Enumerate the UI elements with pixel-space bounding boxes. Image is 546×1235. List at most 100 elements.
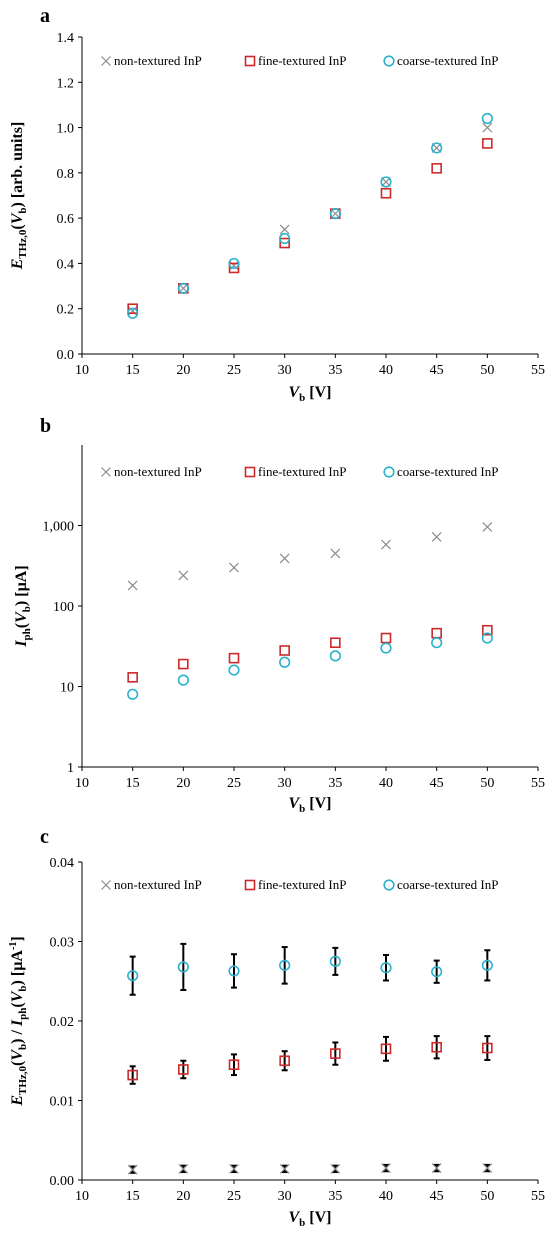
data-point: [279, 656, 291, 668]
x-tick-label: 25: [227, 363, 241, 378]
legend-item: fine-textured InP: [244, 464, 346, 479]
data-point: [229, 1163, 239, 1174]
y-tick-label: 1: [67, 761, 74, 776]
x-tick-label: 10: [75, 1189, 89, 1204]
y-tick-label: 0.6: [57, 212, 75, 227]
data-point: [127, 303, 138, 315]
data-point: [431, 1163, 442, 1173]
data-point: [380, 187, 392, 199]
data-point: [279, 224, 290, 235]
legend-marker: [101, 467, 111, 477]
legend-marker: [244, 466, 256, 478]
y-axis-title: ETHz,0(Vb) [arb. units]: [9, 122, 29, 271]
x-tick-label: 50: [480, 776, 494, 791]
x-tick-label: 55: [531, 363, 545, 378]
data-point: [431, 142, 443, 154]
x-tick-label: 25: [227, 1189, 241, 1204]
panel-letter: c: [40, 826, 49, 848]
y-tick-label: 1,000: [43, 520, 75, 535]
data-point: [381, 539, 391, 550]
data-point: [279, 645, 290, 656]
x-tick-label: 30: [278, 776, 292, 791]
data-point: [279, 1163, 290, 1174]
x-tick-label: 45: [430, 1189, 444, 1204]
data-point: [127, 307, 139, 319]
data-point: [279, 553, 290, 564]
legend-item: fine-textured InP: [244, 877, 346, 892]
x-tick-label: 20: [176, 776, 190, 791]
x-tick-label: 25: [227, 776, 241, 791]
data-point: [178, 1064, 189, 1075]
y-tick-label: 10: [60, 681, 74, 696]
x-axis-title: Vb [V]: [288, 384, 331, 404]
data-point: [482, 1042, 493, 1054]
data-point: [330, 1163, 341, 1174]
data-point: [329, 650, 341, 662]
data-point: [380, 632, 392, 644]
legend-item: non-textured InP: [101, 464, 202, 479]
x-tick-label: 45: [430, 363, 444, 378]
data-point: [431, 532, 442, 542]
data-point: [127, 688, 139, 700]
data-point: [329, 955, 341, 967]
y-tick-label: 1.0: [57, 122, 75, 137]
data-point: [431, 637, 443, 649]
x-tick-label: 55: [531, 776, 545, 791]
data-point: [481, 959, 493, 971]
data-point: [279, 232, 291, 245]
chart-panel-a: a 10 15 20 25 30 35 40 45 50 55 0.0 0.2 0.4 0.6 0.8 1.0 1…: [9, 5, 545, 404]
x-tick-label: 10: [75, 363, 89, 378]
x-tick-label: 30: [278, 1189, 292, 1204]
y-tick-label: 0.02: [50, 1015, 75, 1030]
x-tick-label: 15: [126, 1189, 140, 1204]
x-tick-label: 50: [480, 1189, 494, 1204]
y-tick-label: 0.01: [50, 1095, 75, 1110]
legend-label: coarse-textured InP: [397, 53, 498, 68]
data-point: [127, 1069, 138, 1081]
data-point: [228, 1059, 240, 1071]
series-circle: [127, 112, 493, 319]
data-point: [178, 1163, 189, 1174]
data-point: [178, 658, 189, 670]
data-point: [127, 970, 139, 982]
chart-panel-c: c 10 15 20 25 30 35 40 45 50 55 0.00 0.01 0.02 0.03 0.0…: [8, 826, 545, 1229]
data-point: [279, 1055, 290, 1067]
data-point: [228, 652, 240, 664]
legend-marker: [383, 466, 395, 478]
legend-item: coarse-textured InP: [383, 464, 498, 479]
data-point: [431, 1041, 442, 1053]
legend-label: coarse-textured InP: [397, 877, 498, 892]
data-point: [481, 112, 493, 125]
data-point: [482, 522, 493, 532]
data-point: [380, 1043, 392, 1055]
x-tick-label: 15: [126, 363, 140, 378]
series-x: [127, 1163, 493, 1175]
y-tick-label: 0.0: [57, 348, 75, 363]
legend-item: coarse-textured InP: [383, 877, 498, 892]
data-point: [177, 674, 189, 686]
y-tick-label: 100: [53, 600, 74, 615]
legend-marker: [244, 879, 256, 891]
x-tick-label: 50: [480, 363, 494, 378]
data-point: [431, 627, 442, 639]
data-point: [229, 562, 239, 573]
data-point: [431, 163, 442, 174]
panel-letter: a: [40, 5, 50, 27]
y-tick-label: 0.4: [57, 257, 75, 272]
panel-letter: b: [40, 415, 51, 437]
y-tick-label: 0.04: [50, 856, 75, 871]
x-tick-label: 35: [328, 776, 342, 791]
y-tick-label: 0.00: [50, 1174, 75, 1189]
data-point: [279, 959, 291, 971]
data-point: [380, 176, 392, 188]
legend-item: coarse-textured InP: [383, 53, 498, 68]
x-axis-title: Vb [V]: [288, 1209, 331, 1229]
data-point: [329, 208, 341, 220]
legend-item: fine-textured InP: [244, 53, 346, 68]
legend-marker: [101, 56, 111, 66]
legend-item: non-textured InP: [101, 877, 202, 892]
data-point: [482, 624, 493, 636]
x-tick-label: 45: [430, 776, 444, 791]
